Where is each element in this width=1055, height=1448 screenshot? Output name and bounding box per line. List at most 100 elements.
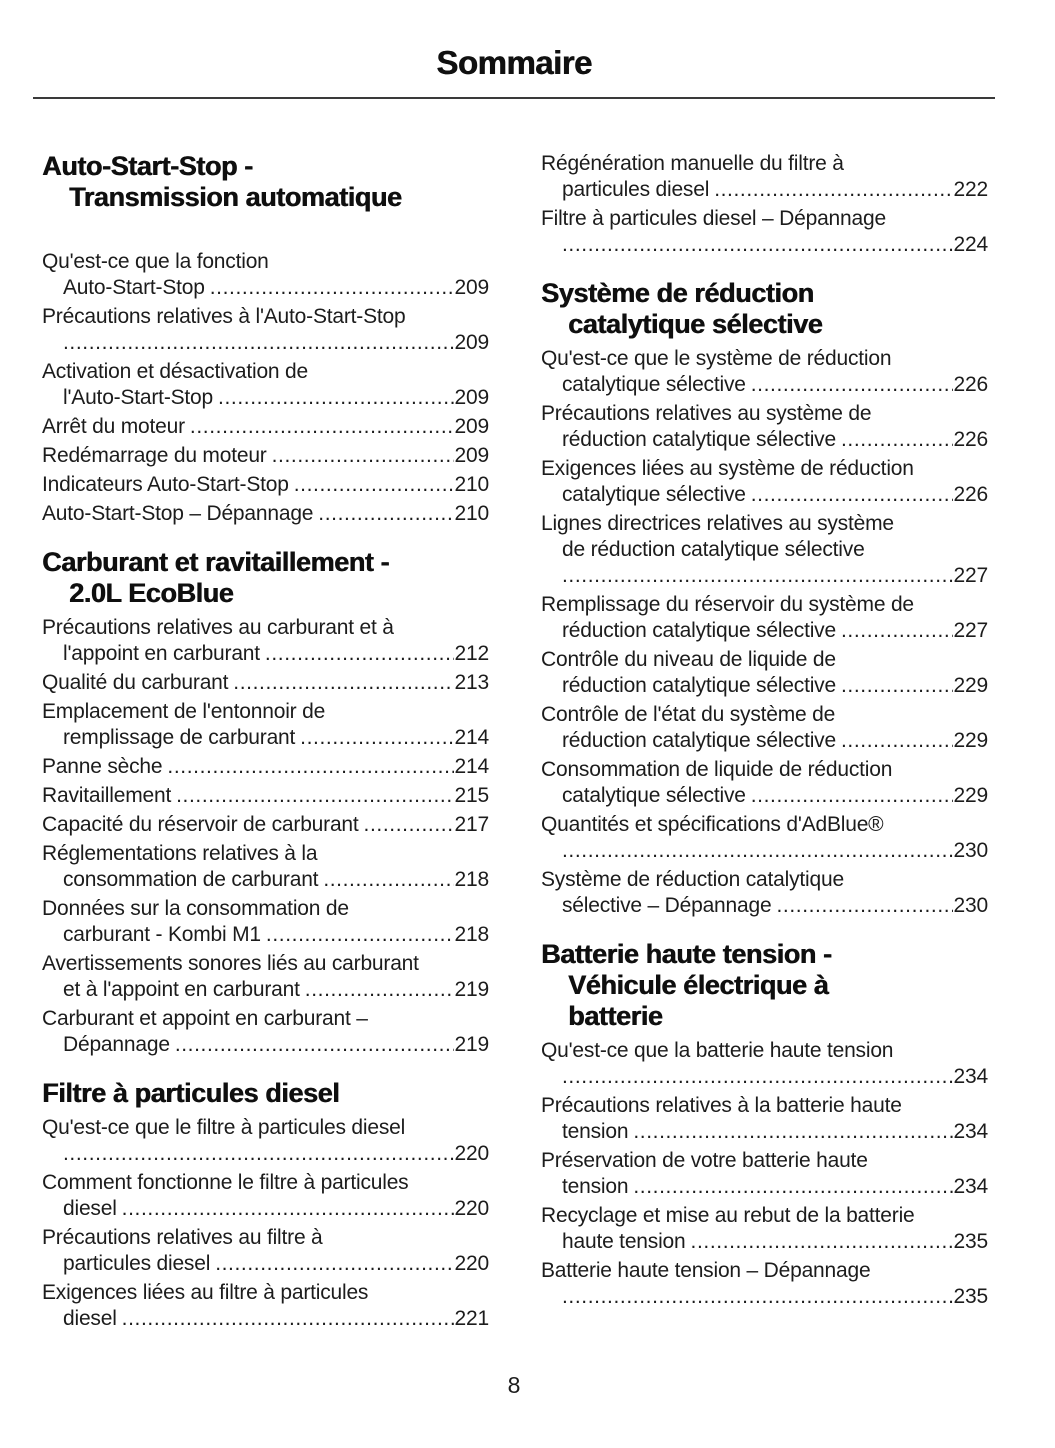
toc-entry-line: Préservation de votre batterie haute (541, 1148, 988, 1174)
entry-title-text: Qu'est-ce que la batterie haute tension (541, 1039, 894, 1062)
entry-title-text: Arrêt du moteur (42, 415, 185, 438)
entry-title-text: Système de réduction catalytique (541, 868, 844, 891)
section-heading-line: Système de réduction (541, 278, 814, 308)
entry-title-text: réduction catalytique sélective (562, 729, 836, 752)
dot-leader (294, 472, 454, 498)
entry-title-text: Qu'est-ce que la fonction (42, 250, 269, 273)
entry-title-text: Précautions relatives au système de (541, 402, 872, 425)
toc-entry-line: 230 (541, 838, 989, 864)
toc-columns: Auto-Start-Stop - Transmission automatiqu… (0, 99, 1055, 1335)
dot-leader (776, 893, 952, 919)
toc-entry-line: Indicateurs Auto-Start-Stop 210 (42, 472, 489, 498)
entry-title-text: Préservation de votre batterie haute (541, 1149, 868, 1172)
entry-title-text: Précautions relatives au filtre à (42, 1226, 323, 1249)
entry-title-text: Indicateurs Auto-Start-Stop (42, 473, 289, 496)
dot-leader (266, 922, 454, 948)
entry-page-number: 229 (953, 729, 989, 752)
entry-title-text: Contrôle de l'état du système de (541, 703, 836, 726)
section-heading: Batterie haute tension - Véhicule électri… (541, 939, 988, 1032)
toc-entry-line: Lignes directrices relatives au système (541, 511, 988, 537)
toc-entry-line: l'appoint en carburant 212 (42, 641, 489, 667)
entry-title-text: catalytique sélective (562, 784, 746, 807)
entry-title-text: diesel (63, 1197, 117, 1220)
toc-entry-line: 227 (541, 563, 989, 589)
toc-entry-line: carburant - Kombi M1 218 (42, 922, 489, 948)
entry-title-text: Batterie haute tension – Dépannage (541, 1259, 871, 1282)
entry-page-number: 230 (953, 839, 989, 862)
entry-page-number: 229 (953, 674, 989, 697)
entry-title-text: carburant - Kombi M1 (63, 923, 261, 946)
entry-page-number: 222 (953, 178, 989, 201)
toc-entry-line: Contrôle de l'état du système de (541, 702, 988, 728)
toc-entry: Qu'est-ce que le système de réduction cat… (541, 346, 988, 398)
entry-title-text: Capacité du réservoir de carburant (42, 813, 359, 836)
entry-title-text: Avertissements sonores liés au carburant (42, 952, 419, 975)
dot-leader (841, 728, 953, 754)
toc-entry-line: Précautions relatives au carburant et à (42, 615, 489, 641)
toc-entry: Recyclage et mise au rebut de la batteri… (541, 1203, 988, 1255)
entry-page-number: 209 (454, 276, 490, 299)
entry-title-text: Réglementations relatives à la (42, 842, 318, 865)
toc-entry-line: Recyclage et mise au rebut de la batteri… (541, 1203, 988, 1229)
entry-page-number: 229 (953, 784, 989, 807)
dot-leader (633, 1174, 952, 1200)
toc-entry-line: 220 (42, 1141, 490, 1167)
entry-title-text: Activation et désactivation de (42, 360, 308, 383)
entry-title-text: diesel (63, 1307, 117, 1330)
section-heading-line: batterie (568, 1001, 663, 1031)
toc-entry: Précautions relatives au filtre à particu… (42, 1225, 489, 1277)
toc-entry-line: Précautions relatives à l'Auto-Start-Sto… (42, 304, 489, 330)
toc-entry: Système de réduction catalytique sélectiv… (541, 867, 988, 919)
entry-page-number: 226 (953, 428, 989, 451)
toc-entry-line: Batterie haute tension – Dépannage (541, 1258, 988, 1284)
toc-entry: Redémarrage du moteur 209 (42, 443, 489, 469)
toc-entry-line: Système de réduction catalytique (541, 867, 988, 893)
toc-entry: Exigences liées au système de réduction c… (541, 456, 988, 508)
toc-entry-line: Arrêt du moteur 209 (42, 414, 489, 440)
toc-entry-line: Qu'est-ce que la fonction (42, 249, 489, 275)
toc-entry: Emplacement de l'entonnoir de remplissage… (42, 699, 489, 751)
dot-leader (323, 867, 453, 893)
toc-entry-line: réduction catalytique sélective 229 (541, 673, 988, 699)
dot-leader (233, 670, 453, 696)
toc-entry: Carburant et appoint en carburant – Dépan… (42, 1006, 489, 1058)
toc-entry-line: Précautions relatives au filtre à (42, 1225, 489, 1251)
entry-title-text: catalytique sélective (562, 373, 746, 396)
toc-entry: Contrôle du niveau de liquide de réductio… (541, 647, 988, 699)
toc-entry-line: Régénération manuelle du filtre à (541, 151, 988, 177)
dot-leader (364, 812, 454, 838)
entry-page-number: 234 (953, 1175, 989, 1198)
toc-entry-line: Auto-Start-Stop 209 (42, 275, 489, 301)
toc-column-1: Auto-Start-Stop - Transmission automatiqu… (42, 151, 489, 1335)
entry-page-number: 214 (454, 726, 490, 749)
toc-entry: Réglementations relatives à la consommati… (42, 841, 489, 893)
toc-entry-line: Avertissements sonores liés au carburant (42, 951, 489, 977)
dot-leader (841, 427, 953, 453)
dot-leader (751, 372, 953, 398)
toc-entry-line: 209 (42, 330, 490, 356)
entry-page-number: 234 (953, 1065, 989, 1088)
entry-page-number: 234 (953, 1120, 989, 1143)
entry-page-number: 218 (454, 923, 490, 946)
entry-title-text: Exigences liées au filtre à particules (42, 1281, 369, 1304)
toc-entry-line: haute tension 235 (541, 1229, 988, 1255)
toc-entry-line: Panne sèche 214 (42, 754, 489, 780)
toc-entry: Données sur la consommation de carburant … (42, 896, 489, 948)
toc-entry: Précautions relatives à l'Auto-Start-Sto… (42, 304, 489, 356)
toc-entry: Qu'est-ce que le filtre à particules die… (42, 1115, 489, 1167)
section-heading-line: Filtre à particules diesel (42, 1078, 340, 1108)
toc-entry-line: Réglementations relatives à la (42, 841, 489, 867)
entry-page-number: 220 (454, 1197, 490, 1220)
entry-title-text: Précautions relatives à l'Auto-Start-Sto… (42, 305, 406, 328)
dot-leader (562, 232, 953, 258)
entry-page-number: 235 (953, 1230, 989, 1253)
entry-title-text: l'appoint en carburant (63, 642, 260, 665)
toc-entry-line: Consommation de liquide de réduction (541, 757, 988, 783)
entry-title-text: Précautions relatives au carburant et à (42, 616, 394, 639)
dot-leader (562, 1284, 953, 1310)
toc-entry-line: Filtre à particules diesel – Dépannage (541, 206, 988, 232)
entry-title-text: de réduction catalytique sélective (562, 538, 865, 561)
toc-entry-line: tension 234 (541, 1174, 988, 1200)
toc-entry-line: Qu'est-ce que la batterie haute tension (541, 1038, 988, 1064)
